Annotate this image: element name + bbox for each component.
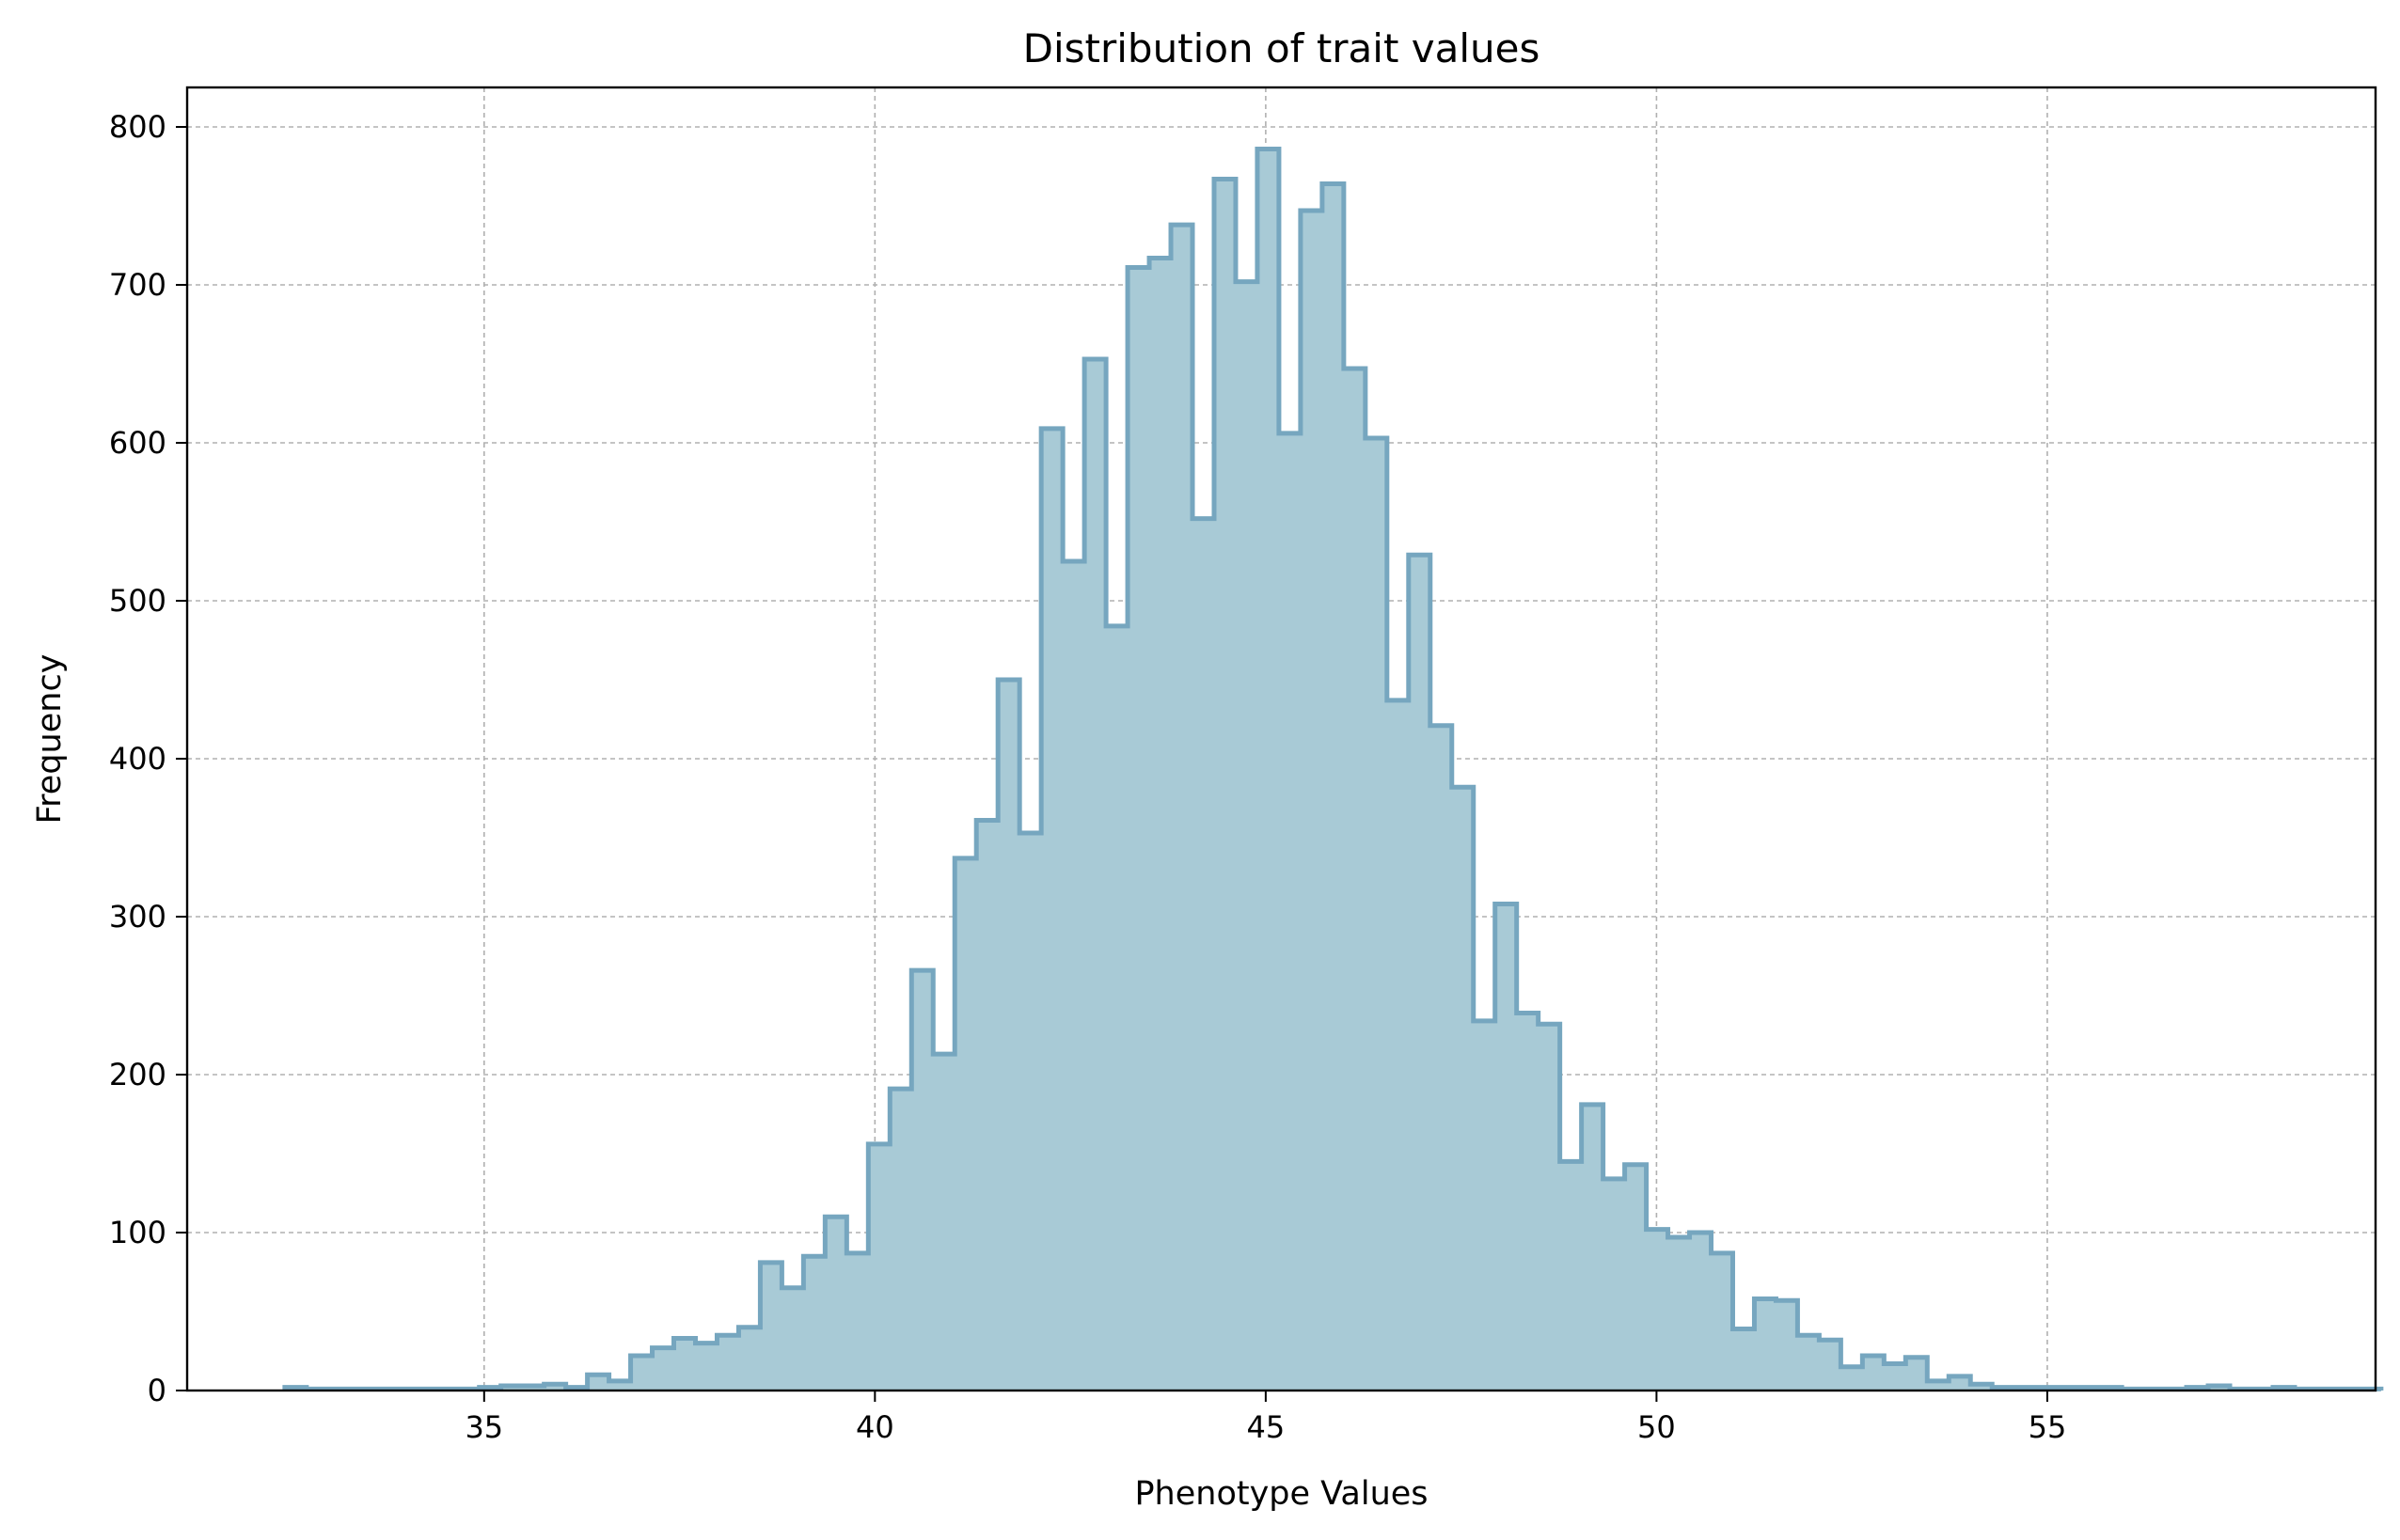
y-tick-label: 500 bbox=[109, 583, 166, 619]
histogram-bin bbox=[1495, 904, 1517, 1391]
histogram-bin bbox=[1366, 438, 1387, 1391]
histogram-bin bbox=[1344, 369, 1366, 1391]
histogram-bin bbox=[1171, 225, 1192, 1391]
histogram-series bbox=[282, 147, 2384, 1391]
x-axis-ticks: 35 40 45 50 55 bbox=[465, 1391, 2066, 1445]
histogram-bin bbox=[1690, 1233, 1712, 1391]
plot-area-frame bbox=[185, 86, 2377, 1392]
histogram-bin bbox=[890, 1089, 911, 1391]
histogram-bin bbox=[1301, 211, 1322, 1391]
chart-title: Distribution of trait values bbox=[1023, 25, 1540, 71]
histogram-bin bbox=[1409, 555, 1430, 1391]
histogram-bin bbox=[1474, 1021, 1495, 1391]
histogram-bin bbox=[868, 1144, 890, 1391]
histogram-bin bbox=[1539, 1024, 1560, 1391]
histogram-bin bbox=[1149, 258, 1171, 1391]
histogram-bin bbox=[955, 858, 976, 1391]
histogram-bin bbox=[674, 1339, 696, 1391]
histogram-bin bbox=[588, 1375, 609, 1391]
histogram-bin bbox=[1041, 429, 1063, 1391]
x-tick-label: 45 bbox=[1247, 1409, 1286, 1445]
x-tick-label: 55 bbox=[2029, 1409, 2067, 1445]
x-tick-label: 50 bbox=[1637, 1409, 1676, 1445]
histogram-bin bbox=[1192, 519, 1214, 1391]
histogram-bin bbox=[846, 1253, 868, 1391]
histogram-bin bbox=[1517, 1013, 1539, 1391]
histogram-bin bbox=[1603, 1179, 1625, 1391]
y-tick-label: 700 bbox=[109, 267, 166, 303]
x-tick-label: 35 bbox=[465, 1409, 503, 1445]
histogram-bin bbox=[1279, 433, 1301, 1391]
y-tick-label: 100 bbox=[109, 1215, 166, 1250]
y-tick-label: 400 bbox=[109, 741, 166, 777]
y-tick-label: 0 bbox=[148, 1373, 166, 1408]
histogram-outline bbox=[282, 147, 2384, 1391]
y-tick-label: 200 bbox=[109, 1057, 166, 1092]
histogram-bin bbox=[1322, 183, 1344, 1391]
histogram-bin bbox=[1927, 1381, 1949, 1391]
histogram-bin bbox=[1084, 359, 1106, 1391]
histogram-bin bbox=[998, 680, 1019, 1391]
histogram-bin bbox=[1257, 149, 1279, 1391]
y-axis-label: Frequency bbox=[31, 654, 69, 825]
histogram-bin bbox=[631, 1356, 653, 1391]
histogram-bin bbox=[1905, 1358, 1927, 1391]
histogram-bin bbox=[1797, 1335, 1819, 1391]
histogram-bin bbox=[1862, 1356, 1884, 1391]
histogram-bin bbox=[717, 1335, 738, 1391]
histogram-bin bbox=[609, 1381, 631, 1391]
x-tick-label: 40 bbox=[856, 1409, 894, 1445]
histogram-bin bbox=[1063, 561, 1084, 1391]
histogram-bin bbox=[825, 1217, 846, 1391]
histogram-bin bbox=[1754, 1299, 1776, 1391]
histogram-bin bbox=[976, 821, 998, 1391]
histogram-bin bbox=[1214, 179, 1236, 1391]
histogram-bin bbox=[911, 970, 933, 1391]
histogram-bin bbox=[1840, 1367, 1862, 1391]
histogram-bin bbox=[1582, 1105, 1603, 1391]
histogram-bin bbox=[782, 1288, 803, 1391]
histogram-bin bbox=[1668, 1237, 1690, 1391]
histogram-bin bbox=[1625, 1165, 1647, 1391]
histogram-bin bbox=[1019, 833, 1041, 1391]
histogram-bin bbox=[1949, 1376, 1970, 1391]
histogram-bin bbox=[1128, 268, 1149, 1391]
histogram-bin bbox=[1106, 626, 1128, 1391]
histogram-bin bbox=[760, 1263, 782, 1391]
y-tick-label: 600 bbox=[109, 425, 166, 461]
histogram-bin bbox=[1776, 1300, 1797, 1391]
histogram-bin bbox=[1712, 1253, 1733, 1391]
histogram-bin bbox=[1387, 700, 1409, 1391]
y-axis-ticks: 0 100 200 300 400 500 600 700 800 bbox=[109, 109, 187, 1408]
histogram-bin bbox=[1452, 787, 1474, 1391]
histogram-bin bbox=[1884, 1363, 1905, 1391]
histogram-bin bbox=[1647, 1230, 1668, 1391]
histogram-bin bbox=[933, 1054, 955, 1391]
histogram-bin bbox=[1819, 1340, 1840, 1391]
histogram-bin bbox=[1560, 1161, 1582, 1391]
y-tick-label: 300 bbox=[109, 899, 166, 935]
x-axis-label: Phenotype Values bbox=[1134, 1475, 1428, 1513]
histogram-bin bbox=[1236, 282, 1257, 1391]
histogram-bin bbox=[738, 1328, 760, 1391]
histogram-bin bbox=[653, 1348, 674, 1391]
histogram-fill bbox=[284, 149, 2381, 1391]
histogram-bin bbox=[695, 1344, 717, 1391]
histogram-bin bbox=[803, 1256, 825, 1391]
histogram-bin bbox=[1732, 1328, 1754, 1391]
histogram-bin bbox=[1430, 726, 1452, 1391]
y-tick-label: 800 bbox=[109, 109, 166, 145]
